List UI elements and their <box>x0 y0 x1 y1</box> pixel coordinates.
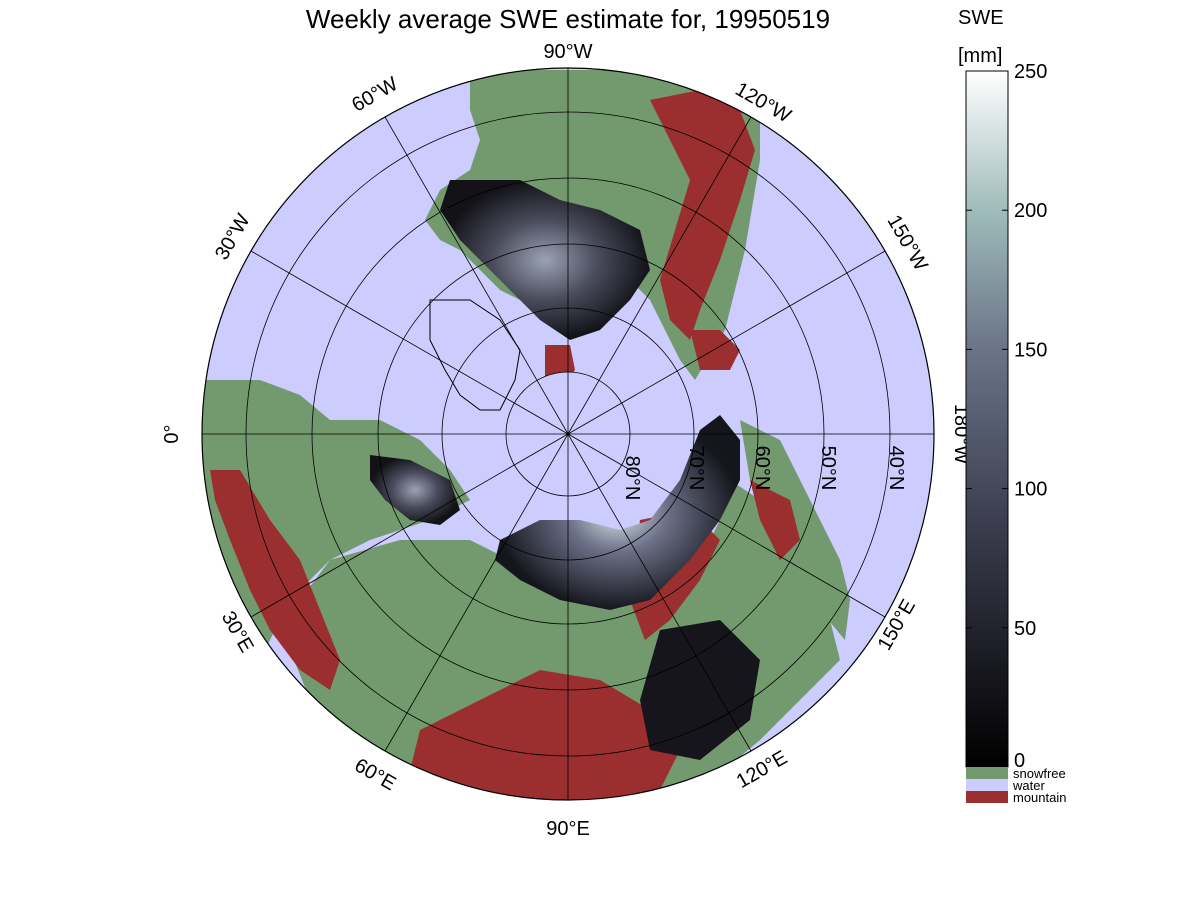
mountain-far-east <box>750 480 800 560</box>
mountain-alaska <box>690 330 740 370</box>
meridians <box>202 68 934 800</box>
colorbar-tick-label: 250 <box>1014 61 1047 83</box>
map-title: Weekly average SWE estimate for, 1995051… <box>306 4 830 34</box>
colorbar-tick-label: 150 <box>1014 339 1047 361</box>
mountain-europe <box>210 470 340 690</box>
parallel-label-70n: 70°N <box>685 446 707 491</box>
parallel-labels: 40°N 50°N 60°N 70°N 80°N <box>621 446 907 501</box>
snow-scandinavia <box>370 455 460 525</box>
colorbar-gradient <box>965 70 1009 768</box>
colorbar-tick-label: 50 <box>1014 618 1036 640</box>
legend-swatch-mountain <box>966 791 1008 803</box>
meridian-label-60e: 60°E <box>351 754 400 795</box>
map-disk <box>202 68 934 800</box>
colorbar-label-unit: [mm] <box>958 45 1002 67</box>
parallel-label-60n: 60°N <box>751 446 773 491</box>
mountain-central-asia <box>410 670 680 800</box>
parallel-label-40n: 40°N <box>885 446 907 491</box>
legend-label-snowfree: snowfree <box>1013 766 1066 781</box>
legend-swatch-snowfree <box>966 767 1008 779</box>
legend-swatch-water <box>966 779 1008 791</box>
colorbar-label-swe: SWE <box>958 7 1004 29</box>
snow-yakutia <box>640 620 760 760</box>
colorbar-tick-label: 100 <box>1014 479 1047 501</box>
meridian-label-90e: 90°E <box>546 818 590 840</box>
map-border <box>201 67 935 801</box>
colorbar-ticks: 0 50 100 150 200 250 <box>966 61 1047 772</box>
legend-label-water: water <box>1012 778 1045 793</box>
parallel-label-50n: 50°N <box>817 446 839 491</box>
colorbar-tick-label: 200 <box>1014 200 1047 222</box>
legend-label-mountain: mountain <box>1013 790 1066 805</box>
parallel-label-80n: 80°N <box>621 456 643 501</box>
snow-siberia <box>495 415 740 610</box>
colorbar-tick-label: 0 <box>1014 750 1025 772</box>
meridian-label-90w: 90°W <box>543 41 592 63</box>
meridian-label-0: 0° <box>161 424 183 443</box>
snow-canada-arctic <box>440 180 650 340</box>
meridian-label-60w: 60°W <box>348 73 402 117</box>
